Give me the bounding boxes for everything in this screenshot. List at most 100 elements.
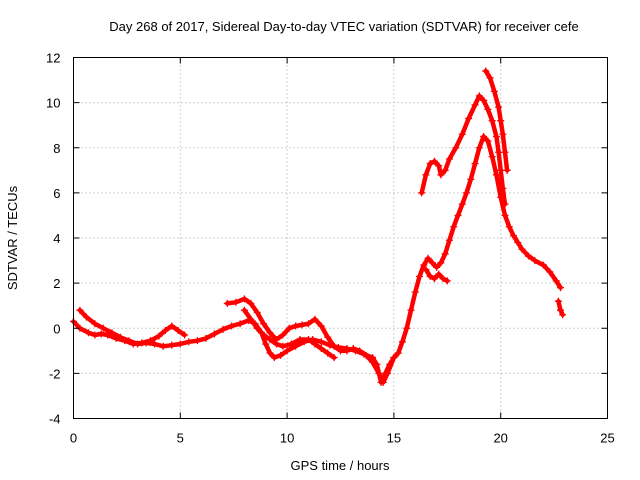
data-point <box>379 378 387 386</box>
data-point <box>420 261 428 269</box>
data-point <box>499 184 507 192</box>
data-point <box>159 342 167 350</box>
data-point <box>311 315 319 323</box>
data-point <box>91 331 99 339</box>
data-point <box>452 144 460 152</box>
data-point <box>193 337 201 345</box>
data-point <box>277 351 285 359</box>
data-point <box>475 92 483 100</box>
data-point <box>317 345 325 353</box>
data-point <box>482 67 490 75</box>
data-point <box>501 211 509 219</box>
data-point <box>356 347 364 355</box>
data-point <box>495 103 503 111</box>
axis-ticks <box>73 57 608 419</box>
series-texture <box>420 94 506 205</box>
data-point <box>151 340 159 348</box>
y-tick-label: 4 <box>53 231 60 246</box>
y-tick-label: 12 <box>46 51 60 66</box>
data-point <box>181 331 189 339</box>
data-point <box>266 329 274 337</box>
data-point <box>125 337 133 345</box>
chart-title: Day 268 of 2017, Sidereal Day-to-day VTE… <box>109 19 578 34</box>
data-point <box>176 340 184 348</box>
x-tick-label: 5 <box>177 431 184 446</box>
y-axis-label: SDTVAR / TECUs <box>5 185 20 290</box>
data-point <box>266 349 274 357</box>
data-point <box>416 272 424 280</box>
data-point <box>458 130 466 138</box>
data-point <box>403 324 411 332</box>
data-point <box>324 333 332 341</box>
x-tick-label: 0 <box>70 431 77 446</box>
data-point <box>343 347 351 355</box>
data-point <box>488 117 496 125</box>
y-tick-label: 0 <box>53 321 60 336</box>
data-point <box>155 332 163 340</box>
series-arc-7 <box>422 266 451 285</box>
data-point <box>223 299 231 307</box>
y-tick-label: -2 <box>49 366 61 381</box>
data-point <box>240 306 248 314</box>
data-point <box>552 277 560 285</box>
series-arc-5 <box>418 92 509 208</box>
data-point <box>492 171 500 179</box>
data-point <box>426 160 434 168</box>
data-point <box>524 252 532 260</box>
data-point <box>84 329 92 337</box>
data-point <box>375 369 383 377</box>
data-point <box>428 259 436 267</box>
data-point <box>219 325 227 333</box>
data-point <box>426 272 434 280</box>
data-point <box>441 250 449 258</box>
data-point <box>349 345 357 353</box>
data-point <box>82 313 90 321</box>
data-point <box>486 74 494 82</box>
y-tick-label: 2 <box>53 276 60 291</box>
y-tick-label: 10 <box>46 96 60 111</box>
data-point <box>430 275 438 283</box>
data-point <box>437 259 445 267</box>
data-point <box>262 340 270 348</box>
data-point <box>76 306 84 314</box>
data-point <box>471 101 479 109</box>
data-point <box>439 275 447 283</box>
data-point <box>337 347 344 355</box>
data-point <box>510 232 518 240</box>
data-point <box>475 144 483 152</box>
data-point <box>168 322 176 330</box>
data-point <box>330 342 338 350</box>
data-point <box>422 266 430 274</box>
data-point <box>557 306 565 314</box>
data-point <box>247 299 255 307</box>
data-point <box>161 327 169 335</box>
data-point <box>411 288 419 296</box>
data-point <box>430 157 438 165</box>
data-point <box>108 329 116 337</box>
data-point <box>317 322 325 330</box>
data-point <box>270 354 278 362</box>
x-axis-label: GPS time / hours <box>291 458 390 473</box>
series-texture <box>557 299 564 316</box>
series-arc-4 <box>240 306 338 362</box>
series-texture <box>484 69 509 171</box>
data-point <box>398 338 406 346</box>
data-point <box>304 320 312 328</box>
data-point <box>260 331 268 339</box>
x-tick-label: 15 <box>387 431 401 446</box>
data-point <box>116 333 124 341</box>
data-point <box>97 330 105 338</box>
data-point <box>407 306 415 314</box>
data-point <box>285 324 293 332</box>
data-point <box>458 200 466 208</box>
data-point <box>497 117 505 125</box>
data-point <box>168 341 176 349</box>
y-tick-labels: -4 -2 0 2 4 6 8 10 12 <box>46 51 60 427</box>
data-point <box>539 261 547 269</box>
data-point <box>362 351 370 359</box>
data-point <box>260 320 268 328</box>
data-point <box>266 336 274 344</box>
data-point <box>467 175 475 183</box>
data-point <box>480 96 488 104</box>
